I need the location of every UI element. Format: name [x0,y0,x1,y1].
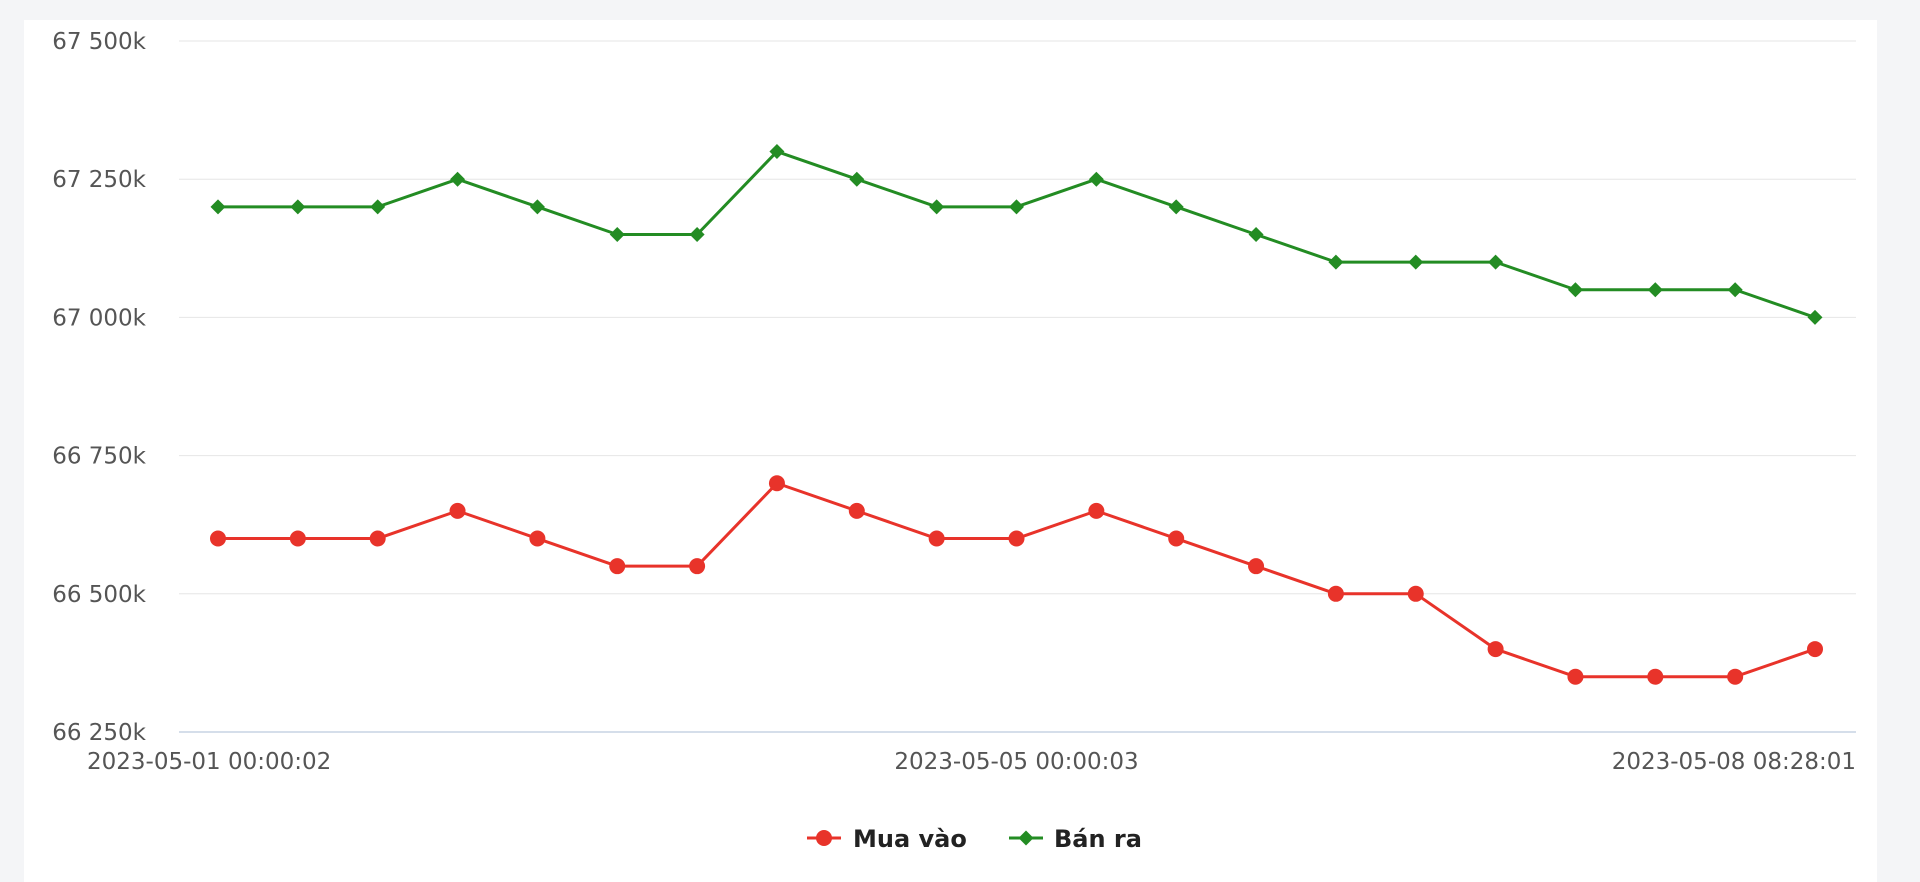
data-point-buy[interactable] [449,502,466,519]
x-tick-label: 2023-05-05 00:00:03 [894,749,1138,775]
data-point-sell[interactable] [1009,199,1024,215]
x-tick-label: 2023-05-01 00:00:02 [87,749,331,775]
legend-item-sell[interactable]: Bán ra [1009,825,1142,853]
data-point-sell[interactable] [1488,254,1504,270]
series-buy [210,475,1823,685]
data-point-buy[interactable] [289,530,306,547]
data-point-sell[interactable] [1248,226,1264,242]
series-lines [210,144,1823,685]
legend-label-buy: Mua vào [853,825,967,853]
data-point-buy[interactable] [1487,641,1504,658]
data-point-sell[interactable] [1328,254,1344,270]
data-point-buy[interactable] [1567,668,1584,685]
data-point-sell[interactable] [1647,282,1663,298]
data-point-buy[interactable] [1248,558,1265,575]
data-point-buy[interactable] [609,558,626,575]
data-point-sell[interactable] [769,144,785,160]
data-point-buy[interactable] [1807,641,1823,658]
data-point-buy[interactable] [848,502,865,519]
legend-marker-sell [1018,830,1034,846]
data-point-sell[interactable] [450,171,466,187]
data-point-buy[interactable] [689,558,706,575]
data-point-sell[interactable] [1408,254,1424,270]
data-point-sell[interactable] [210,199,226,215]
data-point-sell[interactable] [689,226,705,242]
x-axis-ticks: 2023-05-01 00:00:02 2023-05-05 00:00:03 20… [87,749,1856,775]
data-point-buy[interactable] [1327,585,1344,602]
legend-item-buy[interactable]: Mua vào [807,825,967,853]
data-point-sell[interactable] [1807,309,1823,325]
y-tick-label: 66 250k [52,720,146,746]
legend-marker-buy [816,830,832,846]
chart-card: 66 250k 66 500k 66 750k 67 000k 67 250k 67 50… [24,20,1877,882]
data-point-sell[interactable] [609,226,625,242]
data-point-sell[interactable] [1727,282,1743,298]
data-point-buy[interactable] [1088,502,1105,519]
data-point-buy[interactable] [1727,668,1744,685]
data-point-buy[interactable] [1008,530,1025,547]
data-point-sell[interactable] [1088,171,1104,187]
data-point-buy[interactable] [768,475,785,492]
data-point-sell[interactable] [929,199,945,215]
data-point-sell[interactable] [529,199,545,215]
y-tick-label: 66 750k [52,444,146,470]
y-tick-label: 67 500k [52,29,146,55]
data-point-buy[interactable] [369,530,386,547]
data-point-sell[interactable] [849,171,865,187]
legend-label-sell: Bán ra [1054,825,1142,853]
x-tick-label: 2023-05-08 08:28:01 [1612,749,1856,775]
data-point-buy[interactable] [210,530,226,547]
data-point-buy[interactable] [1407,585,1424,602]
y-tick-label: 67 000k [52,305,146,331]
data-point-sell[interactable] [1168,199,1184,215]
series-sell [210,144,1823,325]
data-point-sell[interactable] [290,199,306,215]
y-axis-ticks: 66 250k 66 500k 66 750k 67 000k 67 250k 67 50… [52,29,146,746]
data-point-sell[interactable] [370,199,386,215]
data-point-sell[interactable] [1567,282,1583,298]
y-tick-label: 66 500k [52,582,146,608]
data-point-buy[interactable] [529,530,546,547]
grid-lines [179,40,1856,733]
y-tick-label: 67 250k [52,167,146,193]
price-line-chart: 66 250k 66 500k 66 750k 67 000k 67 250k 67 50… [52,29,1856,853]
data-point-buy[interactable] [1168,530,1185,547]
data-point-buy[interactable] [1647,668,1664,685]
data-point-buy[interactable] [928,530,945,547]
legend[interactable]: Mua vào Bán ra [807,825,1142,853]
